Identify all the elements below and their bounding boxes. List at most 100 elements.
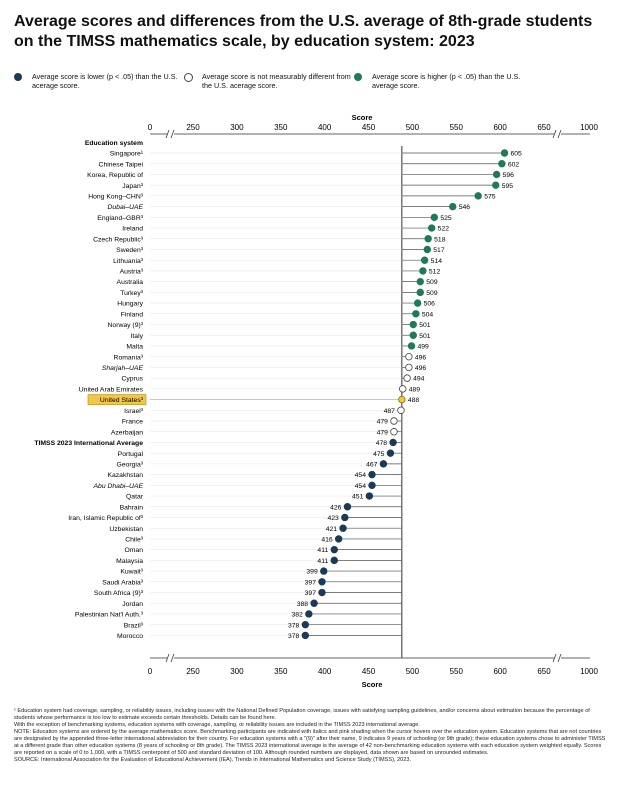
data-point (301, 620, 310, 629)
legend-swatch-higher (354, 73, 362, 81)
data-point (413, 299, 422, 307)
x-tick-label-top: 350 (274, 123, 288, 132)
data-point (389, 438, 397, 447)
row-label: France (122, 419, 143, 426)
row-label: Norway (9)³ (108, 322, 144, 329)
x-tick-label-bottom: 250 (186, 667, 200, 676)
row-label: Hong Kong–CHN³ (88, 193, 144, 200)
data-label: 499 (417, 344, 429, 351)
axis-break-gap (554, 130, 561, 138)
data-point (368, 481, 376, 490)
data-point (427, 224, 436, 232)
x-tick-label-top: 450 (362, 123, 376, 132)
x-tick-label-top: 1000 (580, 123, 598, 132)
data-point (318, 578, 326, 586)
row-label: Czech Republic³ (93, 236, 144, 243)
data-label: 512 (429, 269, 441, 276)
row-label: South Africa (9)³ (94, 590, 144, 597)
axis-break-mark (165, 653, 170, 663)
data-point (474, 192, 482, 200)
data-point (409, 331, 417, 339)
row-label: Japan³ (122, 183, 144, 190)
row-label: TIMSS 2023 International Average (34, 440, 143, 447)
data-label: 478 (376, 440, 388, 447)
data-label: 596 (503, 172, 515, 179)
x-tick-label-bottom: 650 (537, 667, 551, 676)
data-point (301, 631, 310, 640)
data-label: 501 (419, 322, 431, 329)
data-label: 397 (305, 590, 317, 597)
data-label: 475 (373, 451, 385, 458)
data-point (390, 428, 398, 436)
data-point (420, 256, 429, 264)
data-label: 501 (419, 333, 431, 340)
row-label: Turkey³ (120, 290, 144, 297)
us-label-highlight (87, 394, 147, 405)
x-tick-label-top: 500 (406, 123, 420, 132)
axis-break-mark (552, 129, 557, 139)
data-point (368, 470, 376, 479)
data-point (399, 385, 407, 393)
legend: Average score is lower (p < .05) than th… (0, 72, 620, 102)
data-point (424, 235, 432, 243)
axis-break-mark (170, 129, 175, 139)
x-axis-title-bottom: Score (362, 680, 383, 689)
data-point (386, 449, 395, 457)
data-point (390, 417, 398, 425)
x-tick-label-top: 400 (318, 123, 332, 132)
row-label: Austria³ (120, 269, 144, 276)
axis-break-gap (167, 130, 174, 138)
row-label: Uzbekistan (109, 526, 143, 533)
data-label: 546 (459, 204, 471, 211)
data-label: 479 (377, 419, 389, 426)
data-label: 595 (502, 183, 514, 190)
data-label: 426 (330, 504, 342, 511)
axis-break-mark (552, 653, 557, 663)
data-label: 411 (317, 547, 328, 554)
row-label: Korea, Republic of (87, 172, 143, 179)
legend-swatch-notdiff (184, 73, 193, 82)
row-label: Romania³ (114, 354, 144, 361)
legend-label-higher: Average score is higher (p < .05) than t… (372, 72, 521, 90)
data-label: 454 (355, 483, 367, 490)
data-point (334, 535, 343, 543)
data-label: 518 (434, 236, 446, 243)
data-label: 489 (409, 386, 421, 393)
data-point (365, 492, 374, 500)
x-tick-label-top: 0 (148, 123, 153, 132)
data-label: 451 (352, 494, 364, 501)
data-point (320, 567, 328, 575)
row-label: Qatar (126, 494, 144, 501)
row-label: Palestinian Nat'l Auth.³ (75, 612, 144, 619)
row-label: Australia (117, 279, 144, 286)
data-point (397, 406, 405, 414)
data-label: 506 (424, 301, 436, 308)
row-label: United Arab Emirates (79, 386, 144, 393)
row-label: Cyprus (121, 376, 143, 383)
data-label: 397 (305, 579, 317, 586)
data-point (409, 320, 417, 329)
row-label: United States³ (100, 397, 144, 404)
data-label: 411 (317, 558, 328, 565)
x-tick-label-bottom: 400 (318, 667, 332, 676)
data-label: 378 (288, 633, 300, 640)
x-tick-label-bottom: 1000 (580, 667, 598, 676)
data-label: 382 (291, 612, 303, 619)
data-point (330, 556, 338, 565)
x-tick-label-bottom: 300 (230, 667, 244, 676)
data-point (343, 503, 352, 511)
row-label: Abu Dhabi–UAE (93, 483, 144, 490)
legend-label-notdiff: Average score is not measurably differen… (202, 72, 351, 90)
x-tick-label-bottom: 350 (274, 667, 288, 676)
footnotes: ¹ Education system had coverage, samplin… (14, 708, 610, 764)
data-point (498, 160, 506, 168)
legend-label-lower: Average score is lower (p < .05) than th… (32, 72, 178, 90)
data-label: 517 (433, 247, 445, 254)
legend-swatch-lower (14, 73, 22, 81)
data-point (405, 363, 413, 372)
row-label: Jordan (122, 601, 143, 608)
x-tick-label-top: 250 (186, 123, 200, 132)
data-label: 479 (377, 429, 389, 436)
data-point (379, 460, 388, 468)
data-label: 605 (511, 151, 523, 158)
